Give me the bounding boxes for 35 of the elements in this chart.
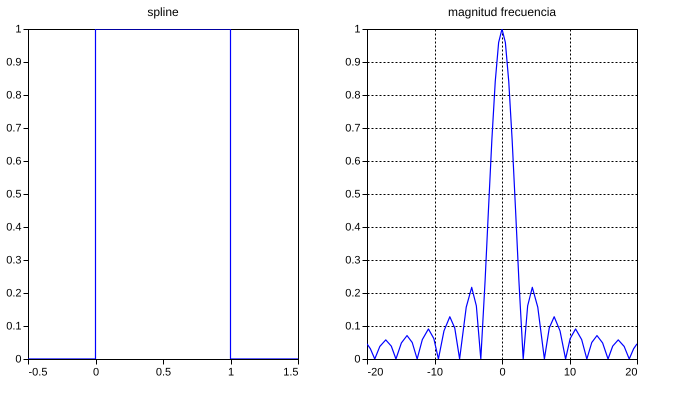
y-tick-label: 0.7 <box>345 122 360 134</box>
chart-title: spline <box>147 5 179 19</box>
x-tick-label: 0.5 <box>156 366 172 378</box>
y-tick-label: 0.1 <box>345 320 360 332</box>
x-tick-label: 20 <box>625 366 638 378</box>
chart-title: magnitud frecuencia <box>448 5 556 19</box>
y-tick-label: 0.6 <box>6 156 22 168</box>
y-tick-label: 0.1 <box>6 320 22 332</box>
x-tick-label: -20 <box>368 366 384 378</box>
y-tick-label: 0.4 <box>345 222 360 234</box>
x-tick-label: -0.5 <box>28 366 48 378</box>
x-tick-label: 0 <box>92 366 100 378</box>
y-tick-label: 0.4 <box>6 222 22 234</box>
y-tick-label: 0 <box>15 354 22 366</box>
x-tick-label: 1.5 <box>283 366 298 378</box>
y-tick-label: 0.5 <box>345 188 360 200</box>
x-tick-label: -10 <box>427 366 443 378</box>
y-tick-label: 1 <box>354 24 360 36</box>
y-tick-label: 1 <box>15 24 22 36</box>
x-tick-label: 0 <box>499 366 506 378</box>
y-tick-label: 0.2 <box>6 288 22 300</box>
y-tick-label: 0.3 <box>6 254 22 266</box>
y-tick-label: 0.6 <box>345 156 360 168</box>
y-tick-label: 0.7 <box>6 122 22 134</box>
y-tick-label: 0.8 <box>345 90 360 102</box>
y-tick-label: 0.2 <box>345 288 360 300</box>
x-tick-label: 1 <box>228 366 234 378</box>
y-tick-label: 0.9 <box>6 56 22 68</box>
line-series <box>367 29 637 359</box>
y-tick-label: 0.5 <box>6 188 22 200</box>
y-tick-label: 0 <box>354 354 360 366</box>
y-tick-label: 0.3 <box>345 254 360 266</box>
y-tick-label: 0.8 <box>6 90 22 102</box>
y-tick-label: 0.9 <box>345 56 360 68</box>
x-tick-label: 10 <box>564 366 576 378</box>
